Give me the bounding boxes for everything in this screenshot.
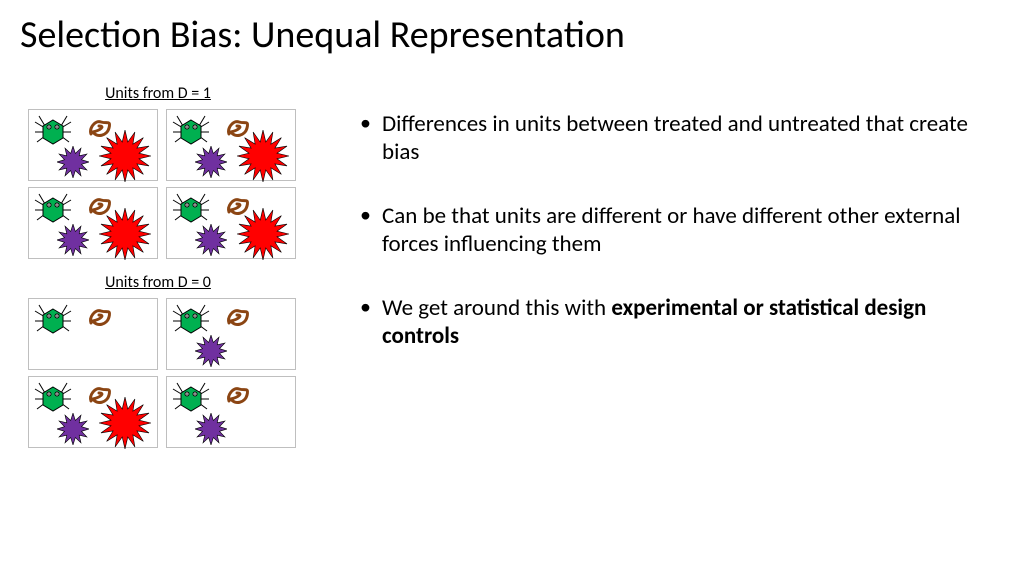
page-title: Selection Bias: Unequal Representation xyxy=(20,12,625,58)
group-d0-grid xyxy=(28,298,328,448)
unit-box xyxy=(28,109,158,181)
purple-starburst-icon xyxy=(57,413,89,450)
scribble-icon xyxy=(225,383,251,410)
unit-box xyxy=(166,376,296,448)
unit-box xyxy=(28,187,158,259)
purple-starburst-icon xyxy=(195,224,227,261)
red-starburst-icon xyxy=(99,130,151,187)
purple-starburst-icon xyxy=(57,224,89,261)
purple-starburst-icon xyxy=(57,146,89,183)
purple-starburst-icon xyxy=(195,335,227,372)
group-d1-grid xyxy=(28,109,328,259)
scribble-icon xyxy=(225,305,251,332)
unit-box xyxy=(28,298,158,370)
bullet-item: Can be that units are different or have … xyxy=(360,202,980,258)
unit-box xyxy=(166,109,296,181)
bullet-text: We get around this with xyxy=(382,294,611,322)
unit-box xyxy=(166,187,296,259)
bullet-list: Differences in units between treated and… xyxy=(360,110,980,386)
bullet-item: We get around this with experimental or … xyxy=(360,294,980,350)
red-starburst-icon xyxy=(237,130,289,187)
red-starburst-icon xyxy=(99,397,151,454)
bullet-item: Differences in units between treated and… xyxy=(360,110,980,166)
group-d1-label: Units from D = 1 xyxy=(28,84,288,103)
diagram-column: Units from D = 1 xyxy=(28,80,328,462)
purple-starburst-icon xyxy=(195,146,227,183)
red-starburst-icon xyxy=(237,208,289,265)
group-d0-label: Units from D = 0 xyxy=(28,273,288,292)
purple-starburst-icon xyxy=(195,413,227,450)
scribble-icon xyxy=(87,305,113,332)
crab-icon xyxy=(33,301,73,340)
unit-box xyxy=(28,376,158,448)
unit-box xyxy=(166,298,296,370)
red-starburst-icon xyxy=(99,208,151,265)
